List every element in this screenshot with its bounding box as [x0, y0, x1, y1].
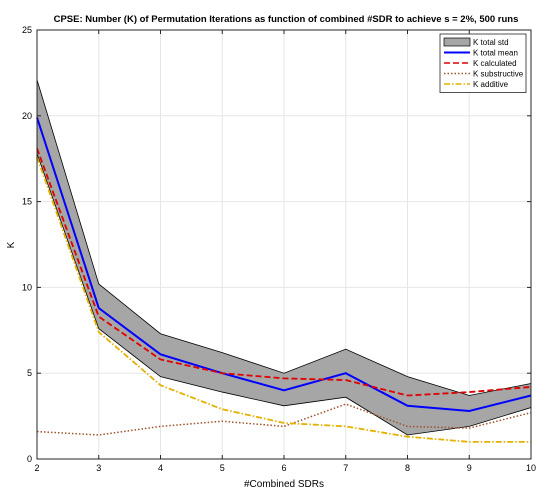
series-line: [36, 403, 532, 436]
y-tick-label: 20: [22, 111, 32, 121]
series-line: [36, 148, 532, 397]
x-tick-label: 7: [343, 463, 348, 473]
x-tick-label: 10: [526, 463, 536, 473]
legend-label: K substructive: [473, 70, 524, 79]
legend-label: K total mean: [473, 49, 518, 58]
legend-label: K calculated: [473, 59, 517, 68]
y-tick-label: 25: [22, 25, 32, 35]
legend-label: K additive: [473, 80, 509, 89]
chart-title: CPSE: Number (K) of Permutation Iteratio…: [54, 14, 519, 25]
x-tick-label: 3: [96, 463, 101, 473]
x-tick-label: 4: [158, 463, 163, 473]
grid: [36, 29, 532, 460]
x-tick-label: 8: [405, 463, 410, 473]
x-tick-label: 5: [220, 463, 225, 473]
y-axis-label: K: [6, 241, 17, 248]
legend-swatch: [443, 37, 471, 47]
series-line: [36, 117, 532, 412]
y-tick-label: 10: [22, 282, 32, 292]
x-tick-label: 9: [467, 463, 472, 473]
x-tick-label: 6: [281, 463, 286, 473]
y-tick-label: 5: [27, 368, 32, 378]
series-lines: [36, 117, 532, 443]
y-tick-label: 15: [22, 197, 32, 207]
y-tick-label: 0: [27, 454, 32, 464]
legend-label: K total std: [473, 38, 509, 47]
x-tick-label: 2: [34, 463, 39, 473]
axis-ticks: 2 3 4 5 6 7 8 9 10 0 5 10 15 20 25: [22, 25, 536, 473]
x-axis-label: #Combined SDRs: [244, 479, 324, 490]
series-line: [36, 156, 531, 443]
